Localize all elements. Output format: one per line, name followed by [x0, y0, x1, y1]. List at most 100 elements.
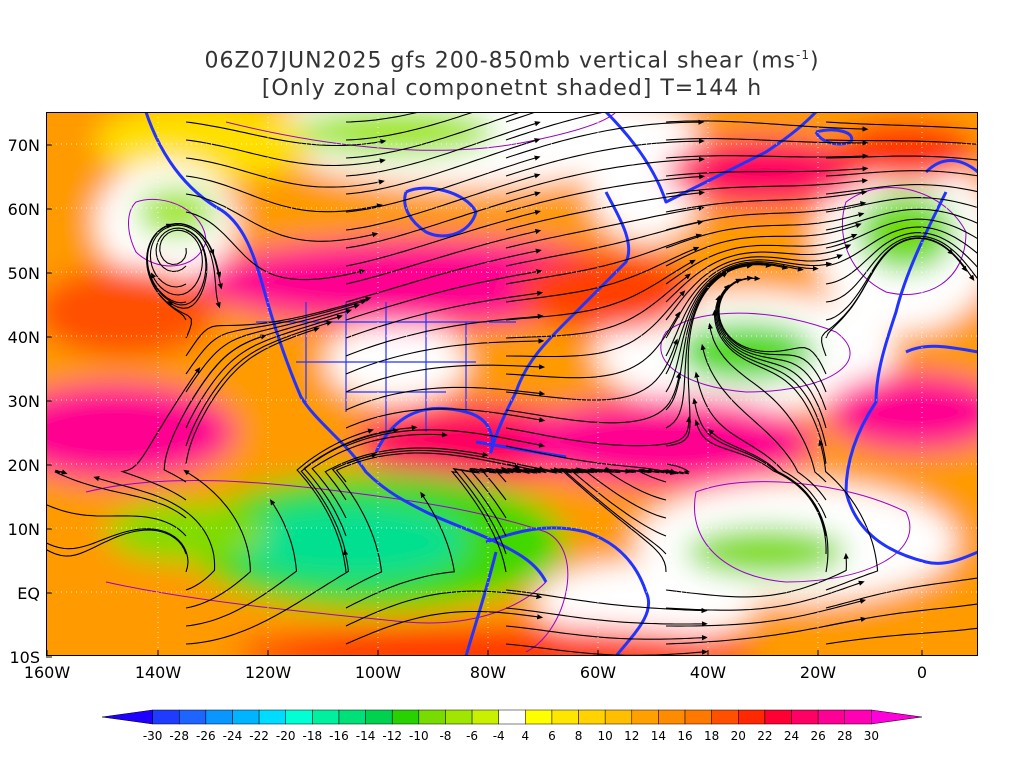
colorbar-label: 18	[704, 729, 719, 743]
streamlines	[46, 112, 978, 656]
colorbar-label: 14	[651, 729, 666, 743]
streamline	[665, 552, 849, 598]
streamline	[665, 254, 843, 321]
colorbar-swatch	[578, 709, 606, 725]
streamline	[505, 205, 705, 249]
colorbar-swatch	[631, 709, 659, 725]
streamline	[163, 334, 267, 483]
streamline	[146, 223, 215, 339]
streamline	[345, 269, 543, 321]
streamline	[185, 121, 387, 147]
colorbar-label: -20	[276, 729, 296, 743]
streamline	[345, 610, 544, 645]
streamline	[825, 170, 978, 177]
streamline	[345, 449, 546, 472]
streamline	[825, 184, 978, 195]
colorbar-arrow-left	[101, 709, 153, 725]
colorbar-arrow-right	[871, 709, 923, 725]
streamline	[345, 112, 523, 159]
lat-tick-label: 30N	[8, 392, 40, 411]
streamline	[665, 166, 869, 177]
streamline	[46, 529, 187, 557]
colorbar-label: -16	[329, 729, 349, 743]
streamline	[505, 233, 703, 285]
streamline	[185, 327, 320, 465]
lat-tick-label: 10N	[8, 520, 40, 539]
lon-tick-label: 140W	[135, 663, 182, 682]
colorbar-swatch	[817, 709, 846, 725]
title-unit-exponent: -1	[795, 48, 810, 62]
colorbar-label: -12	[382, 729, 402, 743]
colorbar-swatch	[764, 709, 792, 725]
streamline	[505, 119, 705, 159]
colorbar-swatch	[312, 709, 340, 725]
streamline	[821, 237, 954, 357]
colorbar-label: 4	[521, 729, 529, 743]
colorbar-label: -24	[223, 729, 243, 743]
streamline	[185, 549, 349, 645]
streamline	[825, 218, 978, 249]
streamline	[185, 296, 372, 357]
colorbar-label: 12	[624, 729, 639, 743]
streamline	[825, 208, 978, 231]
streamline	[185, 175, 383, 213]
streamline	[665, 580, 865, 611]
streamline	[185, 320, 333, 447]
streamline	[825, 232, 978, 285]
streamline	[825, 121, 978, 130]
streamline	[185, 193, 379, 242]
colorbar-swatch	[658, 709, 686, 725]
lon-tick-label: 120W	[245, 663, 292, 682]
streamline	[345, 112, 422, 123]
streamline	[46, 528, 189, 573]
zero-contours	[85, 112, 967, 653]
streamline	[505, 311, 681, 379]
lon-tick-label: 60W	[580, 663, 616, 682]
streamline	[665, 272, 728, 447]
streamline	[345, 338, 545, 375]
streamline	[505, 643, 708, 656]
streamline	[825, 577, 978, 609]
map-title-line-1: 06Z07JUN2025 gfs 200-850mb vertical shea…	[0, 48, 1024, 73]
colorbar-swatch	[498, 709, 526, 725]
streamline	[506, 290, 686, 358]
map-title-line-2: [Only zonal componetnt shaded] T=144 h	[261, 76, 763, 101]
lat-tick-label: 60N	[8, 200, 40, 219]
colorbar-label: -18	[303, 729, 323, 743]
colorbar-swatch	[738, 709, 766, 725]
streamline	[324, 447, 489, 501]
streamline	[185, 303, 361, 393]
streamline	[185, 314, 343, 429]
streamline	[716, 278, 827, 411]
streamline	[185, 211, 366, 281]
streamline	[666, 598, 867, 627]
streamline	[345, 386, 546, 411]
streamline	[120, 367, 201, 501]
colorbar-label: 8	[575, 729, 583, 743]
streamline	[665, 262, 772, 411]
colorbar-label: 10	[598, 729, 613, 743]
streamline	[825, 627, 978, 645]
colorbar-label: 26	[810, 729, 825, 743]
streamline	[665, 153, 869, 159]
streamline	[93, 476, 216, 591]
colorbar-label: -10	[409, 729, 429, 743]
streamline	[665, 178, 869, 195]
streamline	[707, 322, 827, 483]
colorbar-swatch	[232, 709, 260, 725]
lat-tick-label: 40N	[8, 328, 40, 347]
streamline	[505, 138, 705, 177]
lon-tick-label: 40W	[690, 663, 726, 682]
colorbar: -30 -28 -26 -24 -22 -20 -18 -16 -14 -12 -10 -8 -6 -4 4…	[101, 709, 923, 743]
colorbar-label: 30	[864, 729, 879, 743]
colorbar-swatch	[391, 709, 420, 725]
streamline	[665, 261, 819, 357]
streamline	[345, 112, 476, 141]
streamline	[694, 371, 827, 519]
colorbar-swatch	[844, 709, 872, 725]
colorbar-swatch	[285, 709, 313, 725]
streamline	[46, 503, 187, 537]
streamline	[345, 364, 546, 393]
streamline	[505, 112, 538, 123]
colorbar-label: -4	[493, 729, 505, 743]
